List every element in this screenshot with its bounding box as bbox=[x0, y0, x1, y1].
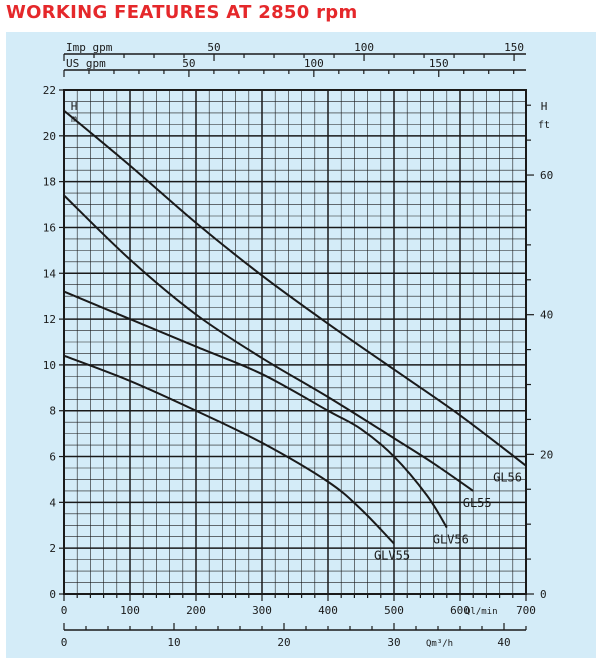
x-tick-label: 400 bbox=[318, 604, 338, 617]
plot-frame bbox=[63, 89, 527, 595]
y-tick-label: 0 bbox=[49, 588, 56, 601]
ft-tick-label: 20 bbox=[540, 448, 553, 461]
imp-gpm-axis-label: Imp gpm bbox=[66, 41, 113, 54]
curve-gl56 bbox=[63, 109, 527, 467]
x-tick-label: 0 bbox=[61, 604, 68, 617]
series-label-gl55: GL55 bbox=[463, 496, 492, 510]
series-label-glv55: GLV55 bbox=[374, 549, 410, 563]
ft-tick-label: 0 bbox=[540, 588, 547, 601]
y-tick-label: 6 bbox=[49, 451, 56, 464]
x-tick-label: 600 bbox=[450, 604, 470, 617]
imp-gpm-tick-label: 150 bbox=[504, 41, 524, 54]
ft-tick-label: 60 bbox=[540, 169, 553, 182]
imp-gpm-tick-label: 50 bbox=[207, 41, 220, 54]
imp-gpm-tick-label: 100 bbox=[354, 41, 374, 54]
y-tick-label: 10 bbox=[43, 359, 56, 372]
m3h-tick-label: 30 bbox=[387, 636, 400, 649]
x-tick-label: 700 bbox=[516, 604, 536, 617]
m3h-tick-label: 40 bbox=[497, 636, 510, 649]
y-tick-label: 4 bbox=[49, 496, 56, 509]
us-gpm-tick-label: 150 bbox=[429, 57, 449, 70]
m3h-axis-label: Qm³/h bbox=[426, 639, 453, 649]
us-gpm-axis-label: US gpm bbox=[66, 57, 106, 70]
curve-glv55 bbox=[63, 354, 395, 545]
x-axis-label-lmin: Ql/min bbox=[465, 607, 498, 617]
curve-glv56 bbox=[63, 290, 448, 529]
y-tick-label: 20 bbox=[43, 130, 56, 143]
y-tick-label: 18 bbox=[43, 176, 56, 189]
us-gpm-tick-label: 50 bbox=[182, 57, 195, 70]
ft-axis-label-h: H bbox=[541, 100, 548, 113]
m3h-tick-label: 10 bbox=[167, 636, 180, 649]
y-tick-label: 16 bbox=[43, 221, 56, 234]
ft-axis-label-ft: ft bbox=[538, 120, 550, 131]
x-tick-label: 500 bbox=[384, 604, 404, 617]
curve-gl55 bbox=[63, 194, 474, 492]
us-gpm-tick-label: 100 bbox=[304, 57, 324, 70]
chart-title: WORKING FEATURES AT 2850 rpm bbox=[6, 2, 358, 23]
y-tick-label: 2 bbox=[49, 542, 56, 555]
y-tick-label: 22 bbox=[43, 84, 56, 97]
series-label-glv56: GLV56 bbox=[433, 533, 469, 547]
x-tick-label: 100 bbox=[120, 604, 140, 617]
ft-tick-label: 40 bbox=[540, 309, 553, 322]
y-axis-label-h: H bbox=[71, 100, 78, 113]
x-tick-label: 300 bbox=[252, 604, 272, 617]
series-label-gl56: GL56 bbox=[493, 471, 522, 485]
y-tick-label: 8 bbox=[49, 405, 56, 418]
x-tick-label: 200 bbox=[186, 604, 206, 617]
y-tick-label: 14 bbox=[43, 267, 57, 280]
y-tick-label: 12 bbox=[43, 313, 56, 326]
m3h-tick-label: 20 bbox=[277, 636, 290, 649]
m3h-tick-label: 0 bbox=[61, 636, 68, 649]
